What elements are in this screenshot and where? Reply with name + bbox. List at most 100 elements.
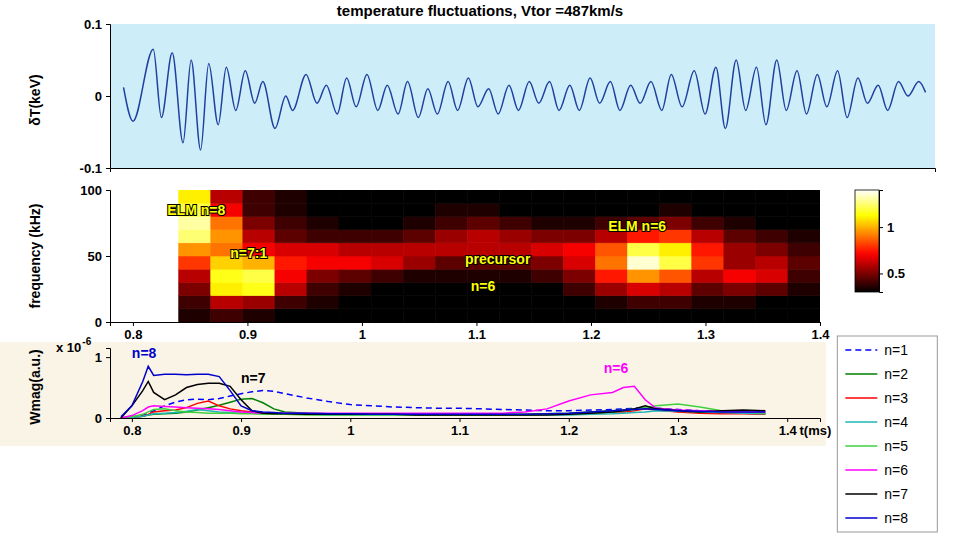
heat-cell <box>692 243 724 256</box>
heat-cell <box>788 282 820 295</box>
tick: 100 <box>80 183 110 198</box>
legend-swatch <box>845 397 877 399</box>
heat-cell <box>275 296 307 309</box>
tick: 1.3 <box>697 322 715 342</box>
tick: 1.2 <box>582 322 600 342</box>
heat-cell <box>403 309 435 322</box>
tick-mark <box>106 322 110 323</box>
tick: 0.9 <box>239 322 257 342</box>
heat-cell <box>435 243 467 256</box>
tick-label: 1.3 <box>697 327 715 342</box>
tick-mark <box>106 418 110 419</box>
y-axis-line <box>106 25 111 169</box>
y-axis: 01 <box>95 349 111 426</box>
heat-cell <box>499 296 531 309</box>
heat-cell <box>788 203 820 216</box>
tick: 1.1 <box>468 322 486 342</box>
legend-label: n=6 <box>884 462 908 478</box>
heat-cell <box>724 216 756 229</box>
heat-cell <box>660 296 692 309</box>
tick-mark <box>106 190 110 191</box>
tick: 0 <box>95 411 110 426</box>
heat-cell <box>628 296 660 309</box>
heat-cell <box>756 230 788 243</box>
heat-cell <box>179 309 211 322</box>
tick-label: 0.9 <box>239 327 257 342</box>
y-scale-label: x 10 <box>56 340 81 355</box>
tick-label: 50 <box>88 249 102 264</box>
heat-cell <box>788 230 820 243</box>
tick-label: 100 <box>80 183 102 198</box>
x-axis <box>111 169 936 173</box>
heat-cell <box>660 243 692 256</box>
tick-label: -0.1 <box>80 161 102 176</box>
heat-cell <box>275 203 307 216</box>
legend: n=1n=2n=3n=4n=5n=6n=7n=8 <box>837 336 937 532</box>
heat-cell <box>435 256 467 269</box>
tick: 50 <box>88 249 110 264</box>
heat-cell <box>179 282 211 295</box>
heat-cell <box>596 296 628 309</box>
tick-label: 1.1 <box>468 327 486 342</box>
series-line <box>121 381 765 418</box>
y-axis-line <box>106 191 111 323</box>
tick: -0.1 <box>80 161 110 176</box>
tick: 0.8 <box>124 322 142 342</box>
tick-mark <box>678 418 679 422</box>
y-axis: -0.100.1 <box>80 17 111 176</box>
heat-cell <box>467 230 499 243</box>
heat-cell <box>724 230 756 243</box>
heat-cell <box>531 230 563 243</box>
heat-cell <box>628 256 660 269</box>
figure: -0.100.1temperature fluctuations, Vtor =… <box>0 0 958 537</box>
heat-cell <box>756 309 788 322</box>
heat-cell <box>403 282 435 295</box>
annotation: n=6 <box>604 360 629 376</box>
tick-mark <box>879 273 883 274</box>
heat-cell <box>531 296 563 309</box>
heat-cell <box>403 296 435 309</box>
heat-cell <box>371 243 403 256</box>
legend-label: n=7 <box>884 486 908 502</box>
heat-cell <box>531 243 563 256</box>
x-axis-line <box>111 323 821 327</box>
y-axis: 0 50 100 <box>80 183 110 330</box>
tick-label: 1.2 <box>582 327 600 342</box>
heat-cell <box>756 203 788 216</box>
legend-swatch <box>845 517 877 519</box>
tick-label: 0 <box>95 315 102 330</box>
heat-cell <box>243 296 275 309</box>
heat-cell <box>339 216 371 229</box>
heat-cell <box>660 269 692 282</box>
heat-cell <box>531 269 563 282</box>
heat-cell <box>179 216 211 229</box>
heat-cell <box>692 216 724 229</box>
heat-cell <box>211 282 243 295</box>
heat-cell <box>596 256 628 269</box>
heat-cell <box>756 190 788 203</box>
y-axis-title: δT(keV) <box>27 74 43 125</box>
series-line <box>124 49 926 150</box>
heat-cell <box>371 296 403 309</box>
heat-cell <box>275 309 307 322</box>
heat-cell <box>692 230 724 243</box>
y-scale-exponent: -6 <box>82 336 91 347</box>
tick-mark <box>787 418 788 422</box>
heat-cell <box>692 203 724 216</box>
tick-label: 1.4 <box>779 423 798 438</box>
heat-cell <box>724 190 756 203</box>
tick-mark <box>591 322 592 326</box>
heat-cell <box>371 190 403 203</box>
heat-cell <box>596 309 628 322</box>
legend-label: n=8 <box>884 510 908 526</box>
heat-cell <box>563 309 595 322</box>
heat-cell <box>692 282 724 295</box>
legend-swatch <box>845 493 877 495</box>
heat-cell <box>499 190 531 203</box>
heat-cell <box>243 269 275 282</box>
colorbar-axis-line <box>880 191 884 293</box>
legend-label: n=3 <box>884 390 908 406</box>
tick-label: 1 <box>95 350 102 365</box>
plot-background <box>110 24 935 168</box>
heat-cell <box>403 243 435 256</box>
